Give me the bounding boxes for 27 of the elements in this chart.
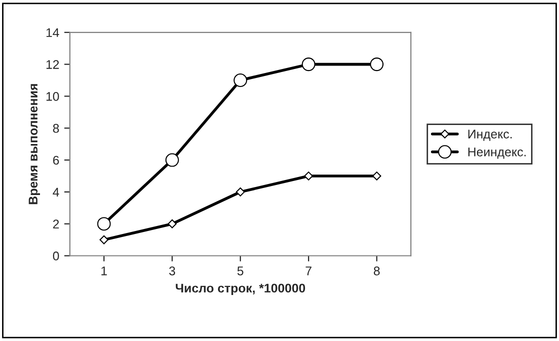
y-axis-title: Время выполнения <box>28 84 40 204</box>
point <box>234 73 248 88</box>
point <box>100 235 108 244</box>
x-tick-label: 5 <box>237 266 244 276</box>
y-tick-label: 6 <box>53 156 59 165</box>
x-tick-label: 1 <box>101 266 107 276</box>
legend-label: Неиндекс. <box>468 148 526 159</box>
x-tick-label: 7 <box>306 266 312 276</box>
x-tick-label: 3 <box>169 266 176 276</box>
point <box>304 172 314 180</box>
y-tick-label: 0 <box>52 252 59 260</box>
legend-label: Индекс. <box>468 130 512 141</box>
point <box>370 58 384 72</box>
y-tick-label: 4 <box>52 188 60 196</box>
point <box>372 172 382 180</box>
y-tick-label: 8 <box>53 124 59 133</box>
x-tick-label: 8 <box>374 266 380 276</box>
y-tick-label: 14 <box>46 28 60 37</box>
y-tick-label: 10 <box>46 92 59 101</box>
point <box>302 58 316 72</box>
point <box>236 187 245 196</box>
point <box>165 153 179 167</box>
x-axis-title: Число строк, *100000 <box>176 284 306 296</box>
point <box>97 217 111 231</box>
y-tick-label: 12 <box>46 60 59 69</box>
point <box>168 219 177 228</box>
y-tick-label: 2 <box>53 220 59 228</box>
